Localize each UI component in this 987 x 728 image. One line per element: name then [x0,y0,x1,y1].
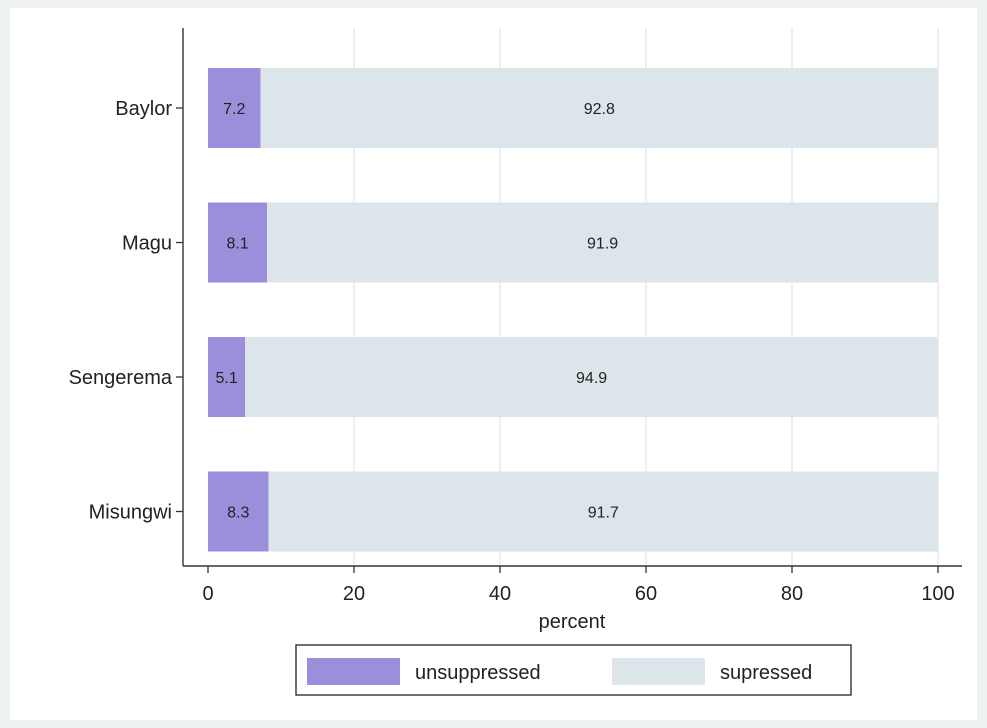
y-tick-label: Sengerema [69,367,173,389]
bar-segment-unsuppressed [208,471,269,552]
data-label: 91.9 [587,236,618,253]
data-label: 92.8 [584,101,615,118]
legend: unsuppressed supressed [295,644,852,696]
x-tick-label: 60 [635,583,657,605]
y-tick-label: Magu [122,233,172,255]
legend-swatch-unsuppressed [307,658,400,685]
legend-swatch-supressed [612,658,705,685]
data-label: 5.1 [215,370,237,387]
bar-segment-supressed [245,337,939,417]
legend-label: unsuppressed [415,662,541,684]
x-axis-label: percent [539,611,606,633]
bar-segment-supressed [267,202,938,283]
y-tick-label: Misungwi [89,502,172,524]
y-tick-label: Baylor [115,98,172,120]
data-label: 8.1 [226,236,248,253]
x-tick-label: 20 [343,583,365,605]
x-tick-label: 80 [781,583,803,605]
bar-segment-supressed [260,68,938,148]
bar-segment-supressed [268,471,939,552]
bars [208,68,939,552]
bar-segment-unsuppressed [208,68,261,148]
labels: 7.2 92.8 8.1 91.9 5.1 94.9 8.3 91.7 [215,101,618,522]
x-tick-label: 100 [921,583,954,605]
bar-segment-unsuppressed [208,337,246,417]
bar-segment-unsuppressed [208,202,268,283]
x-tick-label: 40 [489,583,511,605]
axes: 0 20 40 60 80 100 Baylor Magu Sengerema Misungwi [69,28,962,605]
data-label: 7.2 [223,101,245,118]
data-label: 91.7 [588,505,619,522]
legend-label: supressed [720,662,812,684]
data-label: 8.3 [227,505,249,522]
data-label: 94.9 [576,370,607,387]
x-tick-label: 0 [202,583,213,605]
